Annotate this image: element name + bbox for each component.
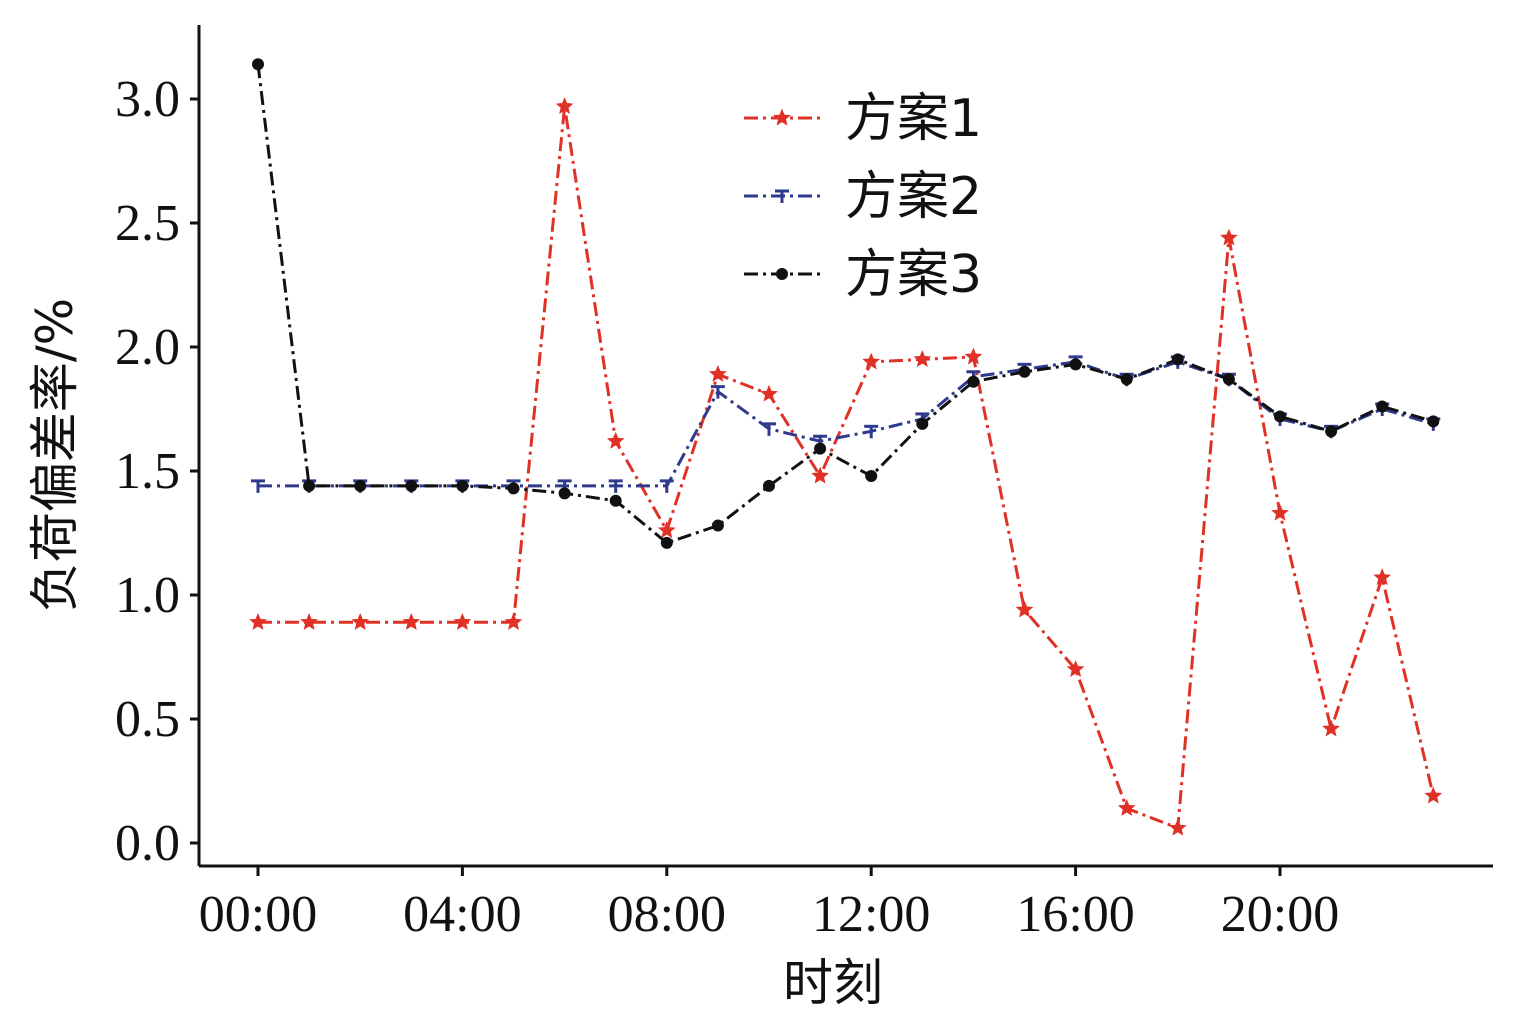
data-point: [711, 519, 724, 532]
data-point: [1018, 365, 1031, 378]
data-point: [405, 479, 418, 492]
data-point: [504, 612, 523, 630]
data-point: [252, 58, 264, 71]
series-1: [249, 97, 1443, 836]
data-point: [763, 479, 775, 492]
data-point: [1325, 425, 1338, 438]
y-axis-title: 负荷偏差率/%: [26, 298, 84, 612]
data-point: [1117, 798, 1136, 816]
data-point: [251, 479, 265, 493]
data-point: [354, 479, 367, 492]
data-point: [710, 385, 725, 399]
x-tick-label: 12:00: [812, 886, 930, 943]
legend-label: 方案1: [845, 89, 982, 149]
data-point: [1376, 400, 1389, 413]
x-tick-label: 16:00: [1016, 886, 1134, 943]
y-tick-label: 0.5: [115, 691, 180, 748]
data-point: [1171, 353, 1184, 366]
plot-area: [249, 58, 1443, 836]
data-point: [249, 612, 267, 630]
data-point: [1220, 228, 1238, 246]
data-point: [1427, 415, 1440, 428]
data-point: [660, 536, 673, 549]
data-point: [606, 431, 625, 449]
y-tick-label: 0.0: [115, 815, 180, 872]
data-point: [555, 97, 574, 114]
legend-item: 方案3: [744, 245, 982, 305]
legend-item: 方案2: [744, 167, 982, 227]
data-point: [811, 466, 829, 484]
data-point: [1424, 786, 1443, 804]
data-point: [351, 612, 370, 630]
y-tick-label: 3.0: [115, 71, 180, 128]
data-point: [300, 612, 318, 630]
data-point: [1066, 660, 1085, 677]
data-point: [864, 424, 879, 439]
legend-marker: [776, 268, 788, 280]
x-axis-title: 时刻: [783, 954, 883, 1012]
series-line: [258, 106, 1435, 831]
data-point: [1069, 358, 1082, 371]
data-point: [402, 612, 421, 630]
legend-marker: [775, 189, 789, 203]
data-point: [1168, 818, 1187, 836]
legend: 方案1 方案2 方案3: [744, 89, 982, 305]
y-tick-label: 2.5: [115, 195, 180, 252]
y-tick-label: 2.0: [115, 319, 180, 376]
data-point: [659, 479, 674, 493]
data-point: [814, 442, 827, 455]
legend-label: 方案3: [845, 245, 982, 305]
series-3: [252, 58, 1440, 549]
legend-item: 方案1: [744, 89, 982, 149]
data-point: [558, 487, 571, 500]
data-point: [760, 384, 778, 402]
data-point: [762, 422, 776, 436]
data-point: [862, 352, 881, 370]
series-line: [258, 360, 1434, 488]
x-tick-label: 04:00: [403, 886, 521, 943]
data-point: [1015, 600, 1034, 618]
data-point: [964, 347, 983, 365]
data-point: [967, 375, 980, 388]
data-point: [913, 350, 932, 367]
data-point: [303, 479, 316, 492]
y-tick-label: 1.0: [115, 567, 180, 624]
x-tick-label: 08:00: [608, 886, 726, 943]
x-tick-label: 00:00: [199, 886, 317, 943]
legend-marker: [773, 108, 791, 126]
data-point: [657, 521, 676, 539]
legend-label: 方案2: [845, 167, 982, 227]
x-ticks: 00:00 04:00 08:00 12:00 16:00 20:00: [199, 866, 1339, 943]
data-point: [865, 469, 878, 482]
data-point: [1120, 373, 1133, 386]
data-point: [507, 482, 520, 495]
y-tick-label: 1.5: [115, 443, 180, 500]
data-point: [709, 364, 727, 382]
y-ticks: 0.0 0.5 1.0 1.5 2.0 2.5 3.0: [115, 71, 199, 872]
data-point: [453, 612, 472, 630]
series-line: [256, 64, 1434, 545]
x-tick-label: 20:00: [1221, 886, 1339, 943]
data-point: [609, 494, 622, 507]
data-point: [1373, 568, 1392, 586]
data-point: [456, 479, 469, 492]
series-2: [251, 355, 1441, 493]
data-point: [1222, 373, 1235, 386]
data-point: [1322, 719, 1340, 737]
data-point: [1274, 410, 1286, 423]
axes: 0.0 0.5 1.0 1.5 2.0 2.5 3.0 00:00 04:00 08:00 12:…: [115, 25, 1493, 943]
data-point: [916, 417, 929, 430]
data-point: [1271, 503, 1289, 521]
data-point: [608, 479, 623, 493]
